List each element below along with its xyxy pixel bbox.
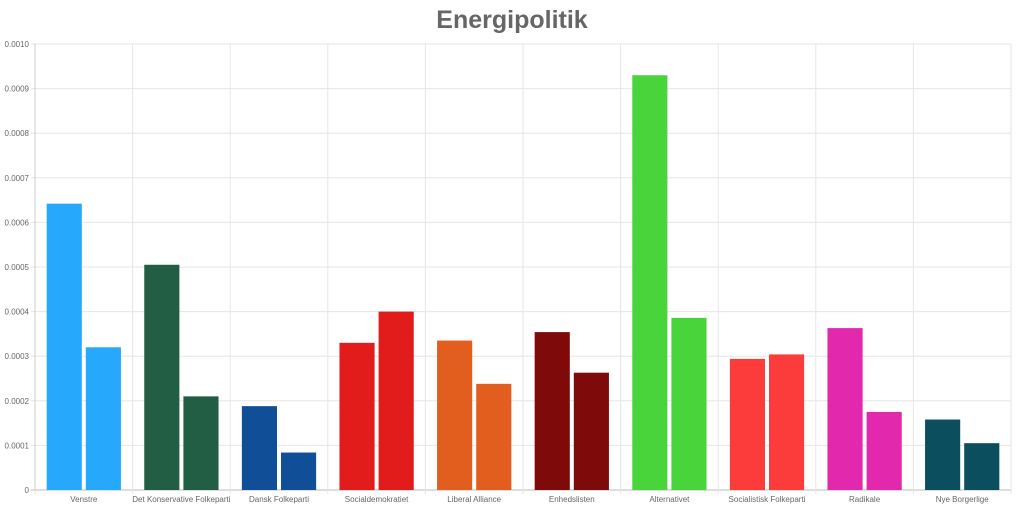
bar (85, 347, 121, 490)
bar (241, 406, 277, 490)
y-tick-label: 0.0003 (5, 352, 30, 361)
bar (632, 75, 668, 490)
bar (573, 372, 609, 490)
y-tick-label: 0.0004 (5, 308, 30, 317)
x-tick-label: Socialdemokratiet (345, 495, 409, 504)
chart-title: Energipolitik (436, 6, 588, 34)
y-tick-label: 0.0007 (5, 174, 30, 183)
axes: 0 0.0001 0.0002 0.0003 0.0004 0.0005 0.0006 0.0… (5, 40, 990, 504)
bar (769, 354, 805, 490)
y-tick-label: 0.0009 (5, 85, 30, 94)
bar (281, 452, 317, 490)
bar (866, 411, 902, 490)
x-tick-label: Dansk Folkeparti (249, 495, 309, 504)
bar (183, 396, 219, 490)
y-tick-label: 0.0010 (5, 40, 30, 49)
bar (46, 203, 82, 490)
bar (729, 358, 765, 490)
bar (339, 342, 375, 490)
bar (144, 264, 180, 490)
y-tick-label: 0 (25, 486, 30, 495)
x-tick-label: Radikale (849, 495, 881, 504)
x-tick-label: Nye Borgerlige (936, 495, 989, 504)
bar (925, 419, 961, 490)
bar (671, 317, 707, 490)
bar (437, 340, 473, 490)
y-tick-label: 0.0002 (5, 397, 30, 406)
y-tick-label: 0.0001 (5, 441, 30, 450)
bar (476, 383, 512, 490)
y-tick-label: 0.0005 (5, 263, 30, 272)
y-tick-label: 0.0006 (5, 218, 30, 227)
y-tick-label: 0.0008 (5, 129, 30, 138)
bar (964, 443, 1000, 490)
x-tick-label: Liberal Alliance (447, 495, 501, 504)
x-tick-label: Enhedslisten (549, 495, 595, 504)
x-tick-label: Venstre (70, 495, 98, 504)
x-tick-label: Socialistisk Folkeparti (729, 495, 806, 504)
x-tick-label: Det Konservative Folkeparti (132, 495, 230, 504)
x-tick-label: Alternativet (649, 495, 690, 504)
bar (534, 332, 570, 490)
bar (827, 328, 863, 490)
bar (378, 311, 414, 490)
bars (46, 75, 1000, 490)
